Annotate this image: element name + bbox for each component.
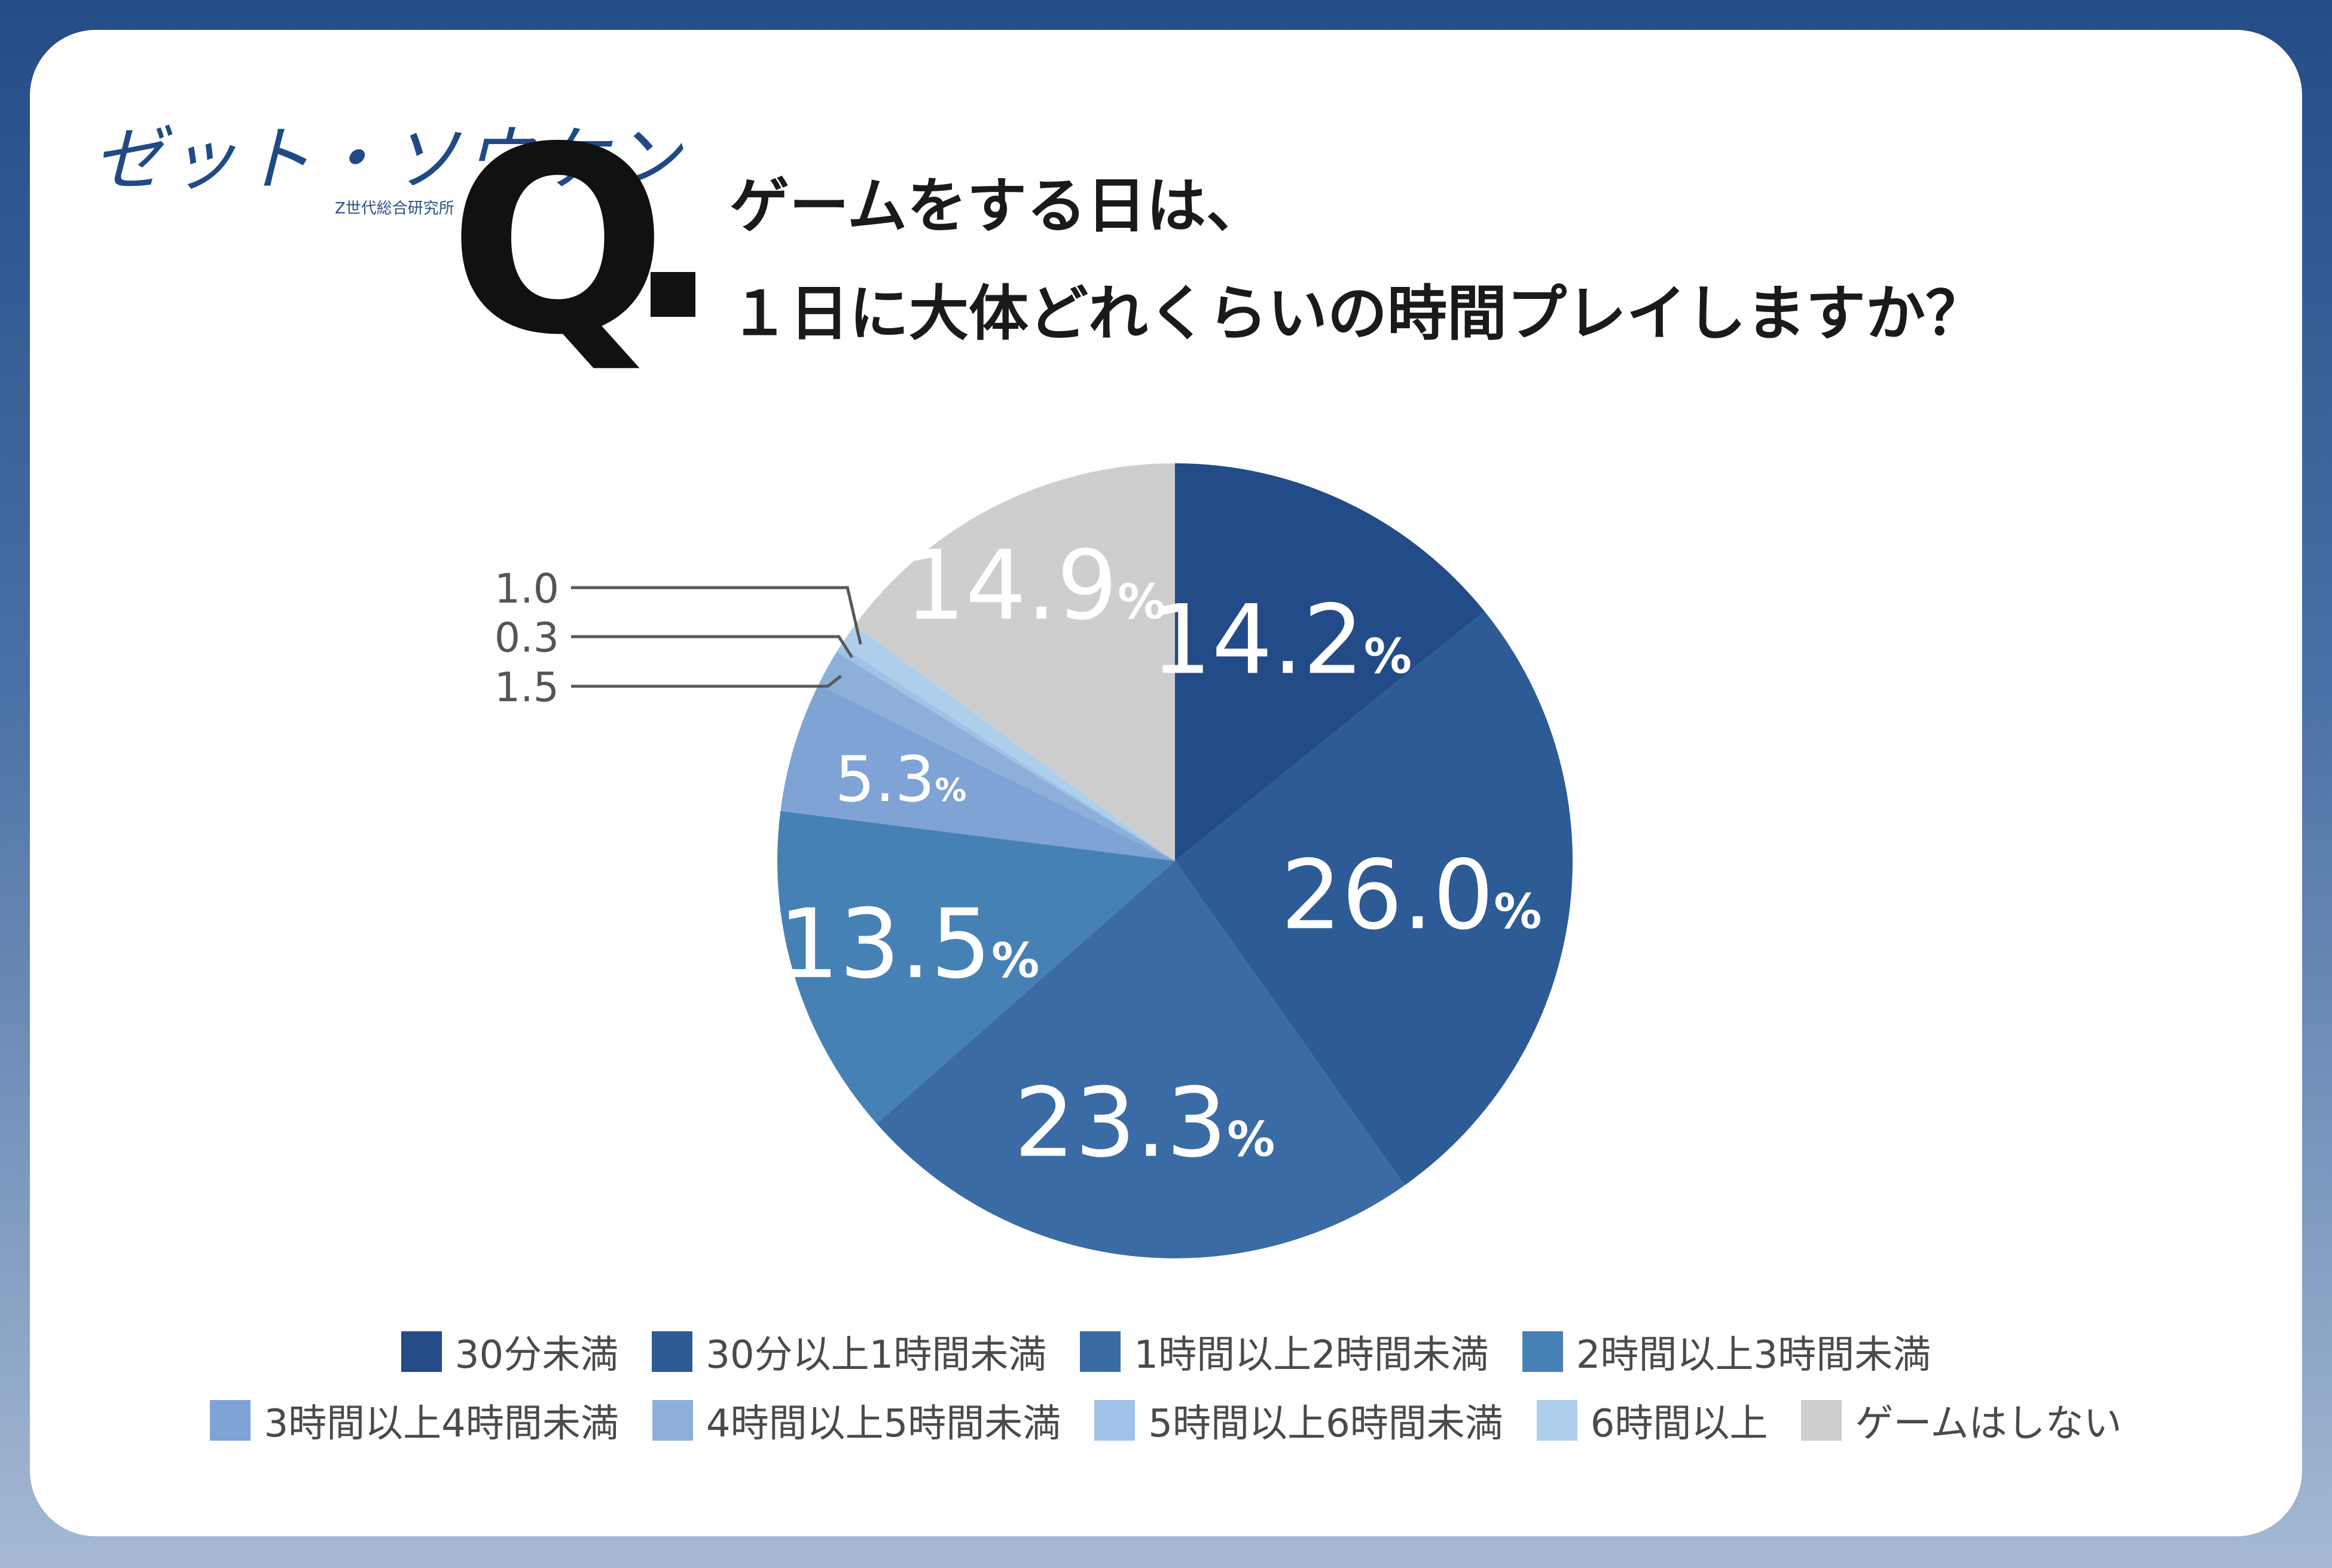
legend-label: 30分未満 [454,1333,619,1377]
pie-slice-5 [780,684,1175,861]
legend-item: 30分未満 [401,1324,618,1379]
pie-slice-8 [840,625,1175,861]
legend-swatch [1522,1331,1563,1372]
pie-slice-1 [1175,463,1485,861]
question-mark-letter: Q [448,93,667,392]
data-label-3: 23.3% [1014,1067,1275,1179]
legend-row: 3時間以上4時間未満 4時間以上5時間未満 5時間以上6時間未満 6時間以上 ゲームはし… [30,1393,2302,1448]
data-label-4: 13.5% [779,888,1039,1000]
pie-slice-2 [1175,611,1573,1185]
legend-swatch [652,1331,693,1372]
pie-slice-4 [777,811,1175,1124]
legend-label: 3時間以上4時間未満 [264,1402,619,1446]
leader-line-6 [571,674,843,688]
leader-line-7 [571,635,854,658]
legend-label: 5時間以上6時間未満 [1148,1402,1503,1446]
legend: 30分未満 30分以上1時間未満 1時間以上2時間未満 2時間以上3時間未満 3時間以… [30,1324,2302,1468]
legend-swatch [401,1331,442,1372]
data-label-9: 14.9% [905,530,1165,641]
legend-item: 3時間以上4時間未満 [210,1393,619,1448]
legend-label: 1時間以上2時間未満 [1134,1333,1489,1377]
chart-card: ゼット・ソウケン Z世代総合研究所 Q ゲームをする日は、 １日に大体どれくらい… [30,30,2302,1536]
logo-subtitle: Z世代総合研究所 [335,200,454,218]
legend-label: 2時間以上3時間未満 [1576,1333,1931,1377]
pie-slice-6 [818,652,1175,861]
legend-swatch [652,1400,693,1441]
legend-item: 30分以上1時間未満 [652,1324,1046,1379]
legend-label: 30分以上1時間未満 [706,1333,1047,1377]
legend-label: ゲームはしない [1855,1402,2122,1446]
pie-slice-9 [854,463,1175,861]
legend-item: 2時間以上3時間未満 [1522,1324,1931,1379]
data-label-6: 1.5 [495,664,559,711]
leader-line-8 [571,586,862,645]
legend-swatch [1801,1400,1842,1441]
pie-chart: 14.2%26.0%23.3%13.5%5.3%1.50.31.0 14.9% [495,463,1573,1258]
data-label-7: 0.3 [495,615,559,662]
legend-swatch [1536,1400,1577,1441]
pie-slice-7 [837,646,1175,861]
logo-wordmark: ゼット・ソウケン [93,118,684,200]
legend-item: 6時間以上 [1536,1393,1768,1448]
pie-slice-3 [877,861,1405,1258]
question-line-2: １日に大体どれくらいの時間プレイしますか？ [729,279,1985,349]
legend-item: 1時間以上2時間未満 [1080,1324,1489,1379]
legend-label: 6時間以上 [1590,1402,1768,1446]
question-square-icon [651,272,695,317]
question-line-1: ゲームをする日は、 [729,171,1266,241]
legend-swatch [1080,1331,1121,1372]
legend-item: 5時間以上6時間未満 [1094,1393,1503,1448]
logo: ゼット・ソウケン Z世代総合研究所 [93,102,680,221]
data-label-8: 1.0 [495,566,559,613]
legend-swatch [1094,1400,1136,1441]
legend-row: 30分未満 30分以上1時間未満 1時間以上2時間未満 2時間以上3時間未満 [30,1324,2302,1379]
legend-item: ゲームはしない [1801,1393,2122,1448]
legend-label: 4時間以上5時間未満 [706,1402,1061,1446]
legend-swatch [210,1400,251,1441]
legend-item: 4時間以上5時間未満 [652,1393,1061,1448]
